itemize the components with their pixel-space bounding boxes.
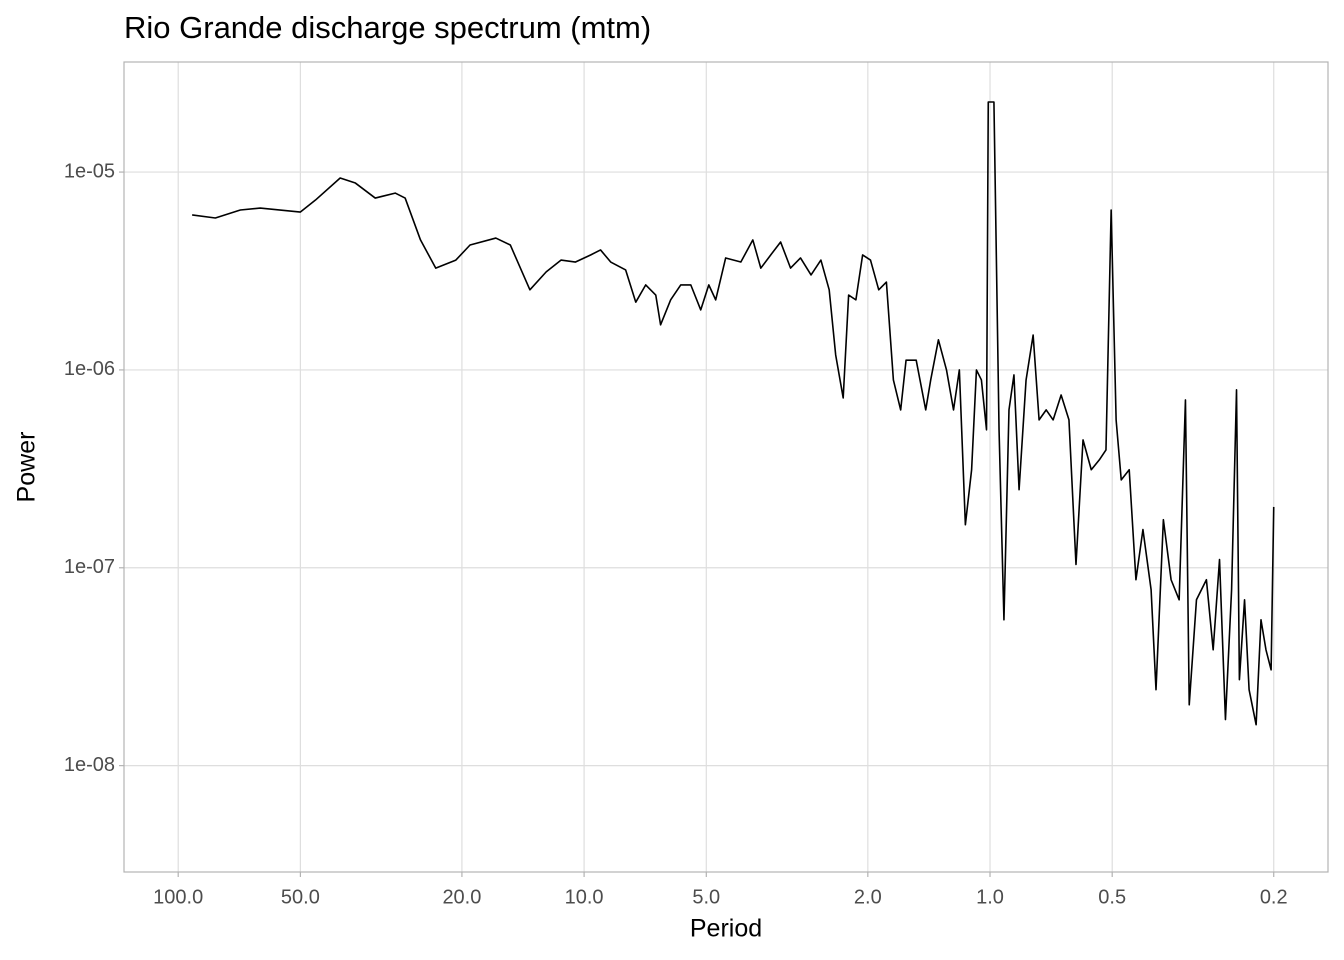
x-tick-label: 20.0 (442, 886, 481, 908)
x-tick-label: 0.5 (1098, 886, 1126, 908)
x-tick-label: 1.0 (976, 886, 1004, 908)
y-tick-label: 1e-07 (64, 556, 115, 578)
grid (119, 62, 1328, 877)
spectrum-line (192, 101, 1275, 726)
y-tick-label: 1e-05 (64, 160, 115, 182)
chart-title: Rio Grande discharge spectrum (mtm) (124, 10, 651, 45)
x-tick-label: 2.0 (854, 886, 882, 908)
x-tick-label: 5.0 (692, 886, 720, 908)
x-tick-label: 50.0 (281, 886, 320, 908)
x-axis-label: Period (690, 915, 762, 943)
plot-area (192, 101, 1275, 726)
y-axis-label: Power (13, 432, 41, 503)
y-tick-label: 1e-08 (64, 754, 115, 776)
x-tick-label: 100.0 (153, 886, 203, 908)
panel-border (123, 61, 1329, 873)
y-tick-label: 1e-06 (64, 358, 115, 380)
x-tick-label: 10.0 (565, 886, 604, 908)
x-tick-label: 0.2 (1260, 886, 1288, 908)
